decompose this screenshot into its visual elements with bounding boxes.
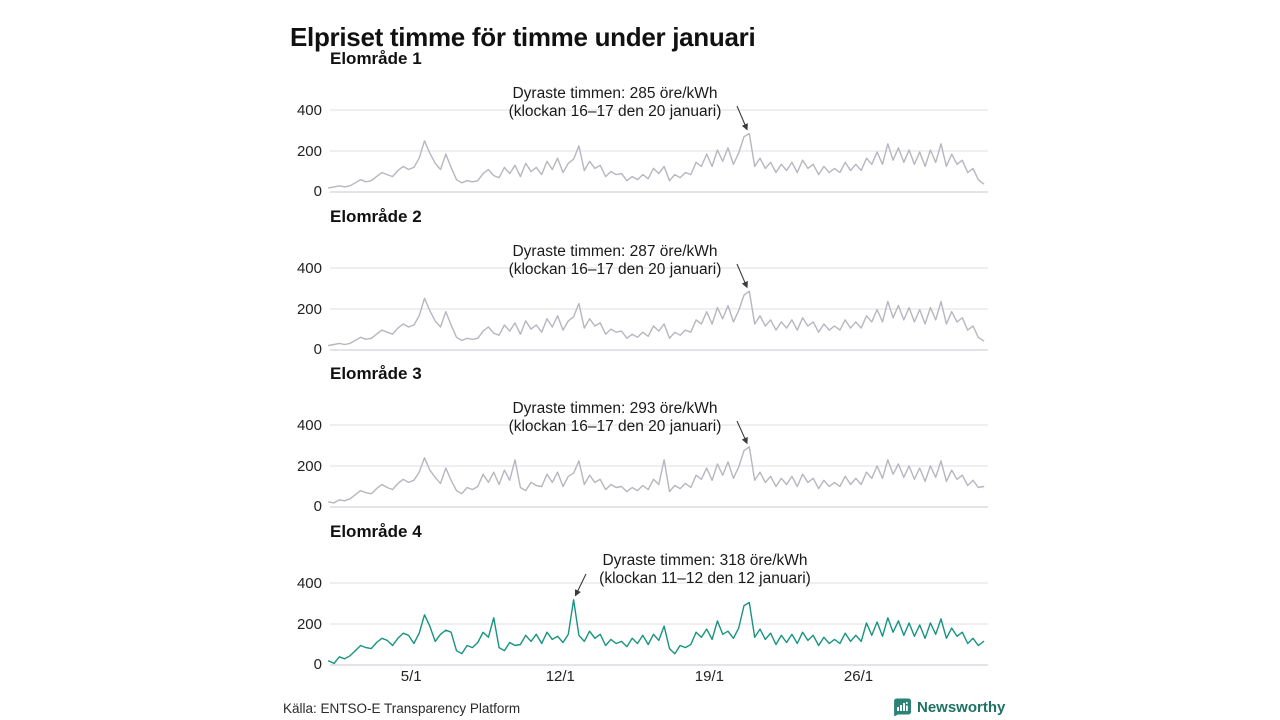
line-chart-elomrade-1 (328, 105, 988, 193)
line-chart-elomrade-4 (328, 573, 988, 666)
chart-elomrade-3: Elområde 3 Dyraste timmen: 293 öre/kWh (… (0, 360, 1280, 518)
annotation-line2: (klockan 16–17 den 20 januari) (508, 103, 722, 120)
line-chart-elomrade-3 (328, 420, 988, 508)
chart-subtitle-2: Elområde 2 (330, 207, 422, 226)
annotation-line2: (klockan 16–17 den 20 januari) (508, 261, 722, 278)
annotation-arrow (736, 420, 748, 445)
brand-name: Newsworthy (917, 698, 1006, 716)
y-tick-200: 200 (296, 300, 322, 318)
x-tick-5-1: 5/1 (400, 668, 422, 685)
line-chart-elomrade-2 (328, 263, 988, 351)
y-tick-0: 0 (313, 498, 322, 515)
annotation-line1: Dyraste timmen: 287 öre/kWh (512, 243, 718, 260)
chart-subtitle-4: Elområde 4 (330, 522, 422, 541)
chart-subtitle-3: Elområde 3 (330, 364, 422, 383)
annotation-arrow (574, 573, 587, 597)
chart-elomrade-2: Elområde 2 Dyraste timmen: 287 öre/kWh (… (0, 203, 1280, 361)
peak-annotation-2: Dyraste timmen: 287 öre/kWh (klockan 16–… (430, 243, 800, 279)
chart-elomrade-1: Elområde 1 Dyraste timmen: 285 öre/kWh (… (0, 45, 1280, 203)
y-tick-400: 400 (296, 417, 322, 434)
annotation-line1: Dyraste timmen: 293 öre/kWh (512, 400, 718, 417)
source-credit: Källa: ENTSO-E Transparency Platform (283, 701, 521, 716)
price-line (328, 290, 985, 347)
y-tick-0: 0 (313, 656, 322, 673)
y-tick-200: 200 (296, 142, 322, 160)
annotation-line2: (klockan 11–12 den 12 januari) (599, 570, 811, 587)
y-tick-200: 200 (296, 457, 322, 475)
x-tick-12-1: 12/1 (545, 668, 575, 685)
annotation-arrow (736, 105, 748, 131)
price-line (328, 446, 985, 504)
newsworthy-logo-icon (894, 698, 911, 716)
annotation-line2: (klockan 16–17 den 20 januari) (508, 418, 722, 435)
y-tick-400: 400 (296, 260, 322, 277)
annotation-line1: Dyraste timmen: 285 öre/kWh (512, 85, 718, 102)
chart-elomrade-4: Elområde 4 Dyraste timmen: 318 öre/kWh (… (0, 518, 1280, 676)
chart-subtitle-1: Elområde 1 (330, 49, 422, 68)
y-tick-0: 0 (313, 341, 322, 358)
peak-annotation-1: Dyraste timmen: 285 öre/kWh (klockan 16–… (430, 85, 800, 121)
y-tick-400: 400 (296, 575, 322, 592)
price-line (328, 132, 985, 189)
brand-footer: Newsworthy (893, 698, 1005, 716)
price-line (328, 599, 985, 665)
x-tick-26-1: 26/1 (843, 668, 874, 685)
peak-annotation-3: Dyraste timmen: 293 öre/kWh (klockan 16–… (430, 400, 800, 436)
x-tick-19-1: 19/1 (694, 668, 724, 685)
y-tick-0: 0 (313, 183, 322, 200)
annotation-arrow (736, 263, 748, 289)
y-tick-200: 200 (296, 615, 322, 633)
page-title: Elpriset timme för timme under januari (290, 22, 756, 53)
x-axis: 5/1 12/1 19/1 26/1 (0, 668, 1280, 688)
annotation-line1: Dyraste timmen: 318 öre/kWh (602, 552, 808, 569)
peak-annotation-4: Dyraste timmen: 318 öre/kWh (klockan 11–… (520, 552, 890, 588)
y-tick-400: 400 (296, 102, 322, 119)
